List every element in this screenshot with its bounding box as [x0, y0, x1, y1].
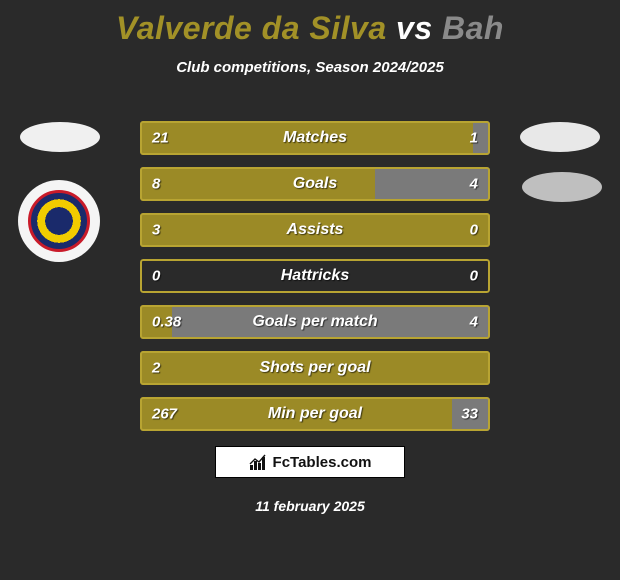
stat-rows: 211Matches 84Goals 30Assists 00Hattricks 0.3…: [140, 121, 490, 443]
player1-club-badge: [18, 180, 100, 262]
fctables-icon: [249, 453, 267, 471]
player2-name: Bah: [442, 10, 504, 46]
comparison-title: Valverde da Silva vs Bah: [0, 0, 620, 47]
vs-text: vs: [396, 10, 433, 46]
player2-avatar: [520, 122, 600, 152]
fctables-logo-box[interactable]: FcTables.com: [215, 446, 405, 478]
stat-label: Min per goal: [140, 405, 490, 423]
stat-label: Goals: [140, 175, 490, 193]
stat-row: 30Assists: [140, 213, 490, 247]
player1-name: Valverde da Silva: [116, 10, 387, 46]
date-text: 11 february 2025: [0, 498, 620, 514]
fctables-text: FcTables.com: [273, 454, 372, 471]
stat-row: 2Shots per goal: [140, 351, 490, 385]
stat-row: 84Goals: [140, 167, 490, 201]
stat-label: Goals per match: [140, 313, 490, 331]
stat-row: 211Matches: [140, 121, 490, 155]
stat-label: Matches: [140, 129, 490, 147]
stat-label: Hattricks: [140, 267, 490, 285]
player1-avatar: [20, 122, 100, 152]
stat-label: Assists: [140, 221, 490, 239]
player2-club-badge: [522, 172, 602, 202]
stat-row: 00Hattricks: [140, 259, 490, 293]
subtitle: Club competitions, Season 2024/2025: [0, 59, 620, 76]
stat-label: Shots per goal: [140, 359, 490, 377]
stat-row: 26733Min per goal: [140, 397, 490, 431]
stat-row: 0.384Goals per match: [140, 305, 490, 339]
